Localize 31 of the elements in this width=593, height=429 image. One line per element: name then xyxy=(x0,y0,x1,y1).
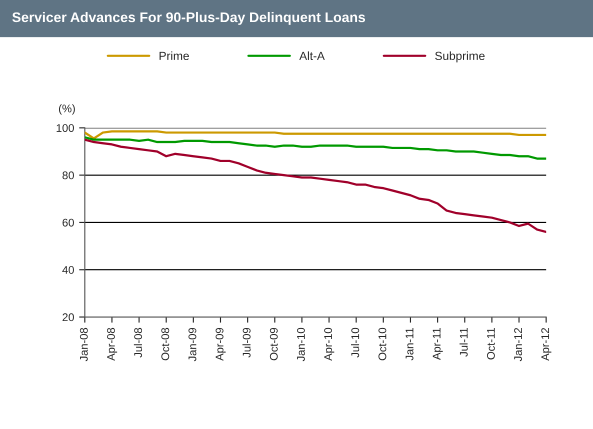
y-axis-title: (%) xyxy=(58,104,75,115)
x-tick-label: Jul-10 xyxy=(351,328,360,358)
x-tick-label: Jan-12 xyxy=(514,328,522,362)
x-tick-label: Jul-11 xyxy=(460,328,468,357)
x-tick-label: Apr-12 xyxy=(541,328,552,361)
y-tick-label: 60 xyxy=(62,218,74,227)
x-tick-label: Apr-08 xyxy=(107,328,118,361)
y-tick-label: 80 xyxy=(62,171,74,180)
x-tick-label: Oct-09 xyxy=(270,328,278,360)
x-tick-label: Oct-10 xyxy=(378,328,386,360)
chart-title: Servicer Advances For 90-Plus-Day Delinquent Loans xyxy=(12,12,366,25)
x-tick-label: Jan-11 xyxy=(406,328,414,360)
x-tick-label: Apr-10 xyxy=(324,328,334,361)
legend-label: Prime xyxy=(160,51,189,60)
x-tick-label: Jul-08 xyxy=(134,328,142,358)
x-tick-label: Oct-11 xyxy=(486,328,495,360)
y-tick-label: 40 xyxy=(62,266,74,274)
legend-label: Subprime xyxy=(435,51,485,62)
x-tick-label: Jan-08 xyxy=(80,328,88,362)
line-series xyxy=(84,138,546,234)
line-series xyxy=(84,130,546,140)
x-tick-label: Jul-09 xyxy=(242,328,251,358)
x-tick-label: Jan-09 xyxy=(188,328,196,362)
legend-label: Alt-A xyxy=(299,51,325,60)
x-tick-label: Oct-08 xyxy=(161,328,170,360)
x-tick-label: Jan-10 xyxy=(297,328,305,362)
y-tick-label: 20 xyxy=(62,313,74,322)
x-tick-label: Apr-09 xyxy=(216,328,226,361)
x-tick-label: Apr-11 xyxy=(432,328,443,360)
y-tick-label: 100 xyxy=(56,124,74,132)
line-series xyxy=(84,136,546,160)
